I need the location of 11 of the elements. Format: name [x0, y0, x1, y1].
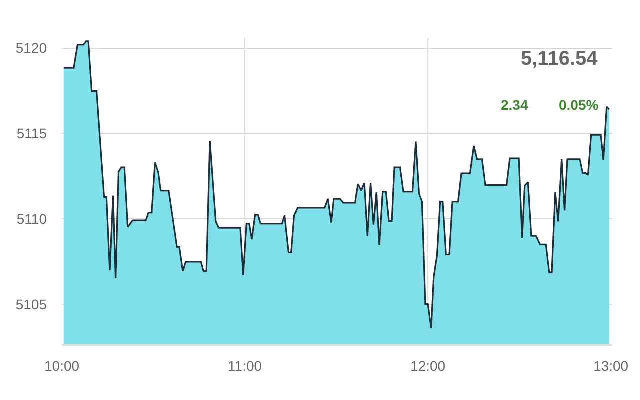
annotation: 5,116.54	[521, 48, 599, 70]
y-tick-label: 5105	[16, 296, 48, 313]
annotation: 2.34	[501, 97, 528, 113]
y-tick-label: 5115	[16, 126, 48, 142]
y-tick-label: 5110	[16, 211, 48, 228]
x-tick-label: 12:00	[410, 358, 446, 374]
x-tick-label: 10:00	[44, 358, 80, 374]
x-tick-label: 11:00	[228, 358, 262, 374]
x-tick-label: 13:00	[594, 358, 629, 374]
annotation: 0.05%	[559, 97, 600, 113]
y-tick-label: 5120	[16, 40, 48, 56]
